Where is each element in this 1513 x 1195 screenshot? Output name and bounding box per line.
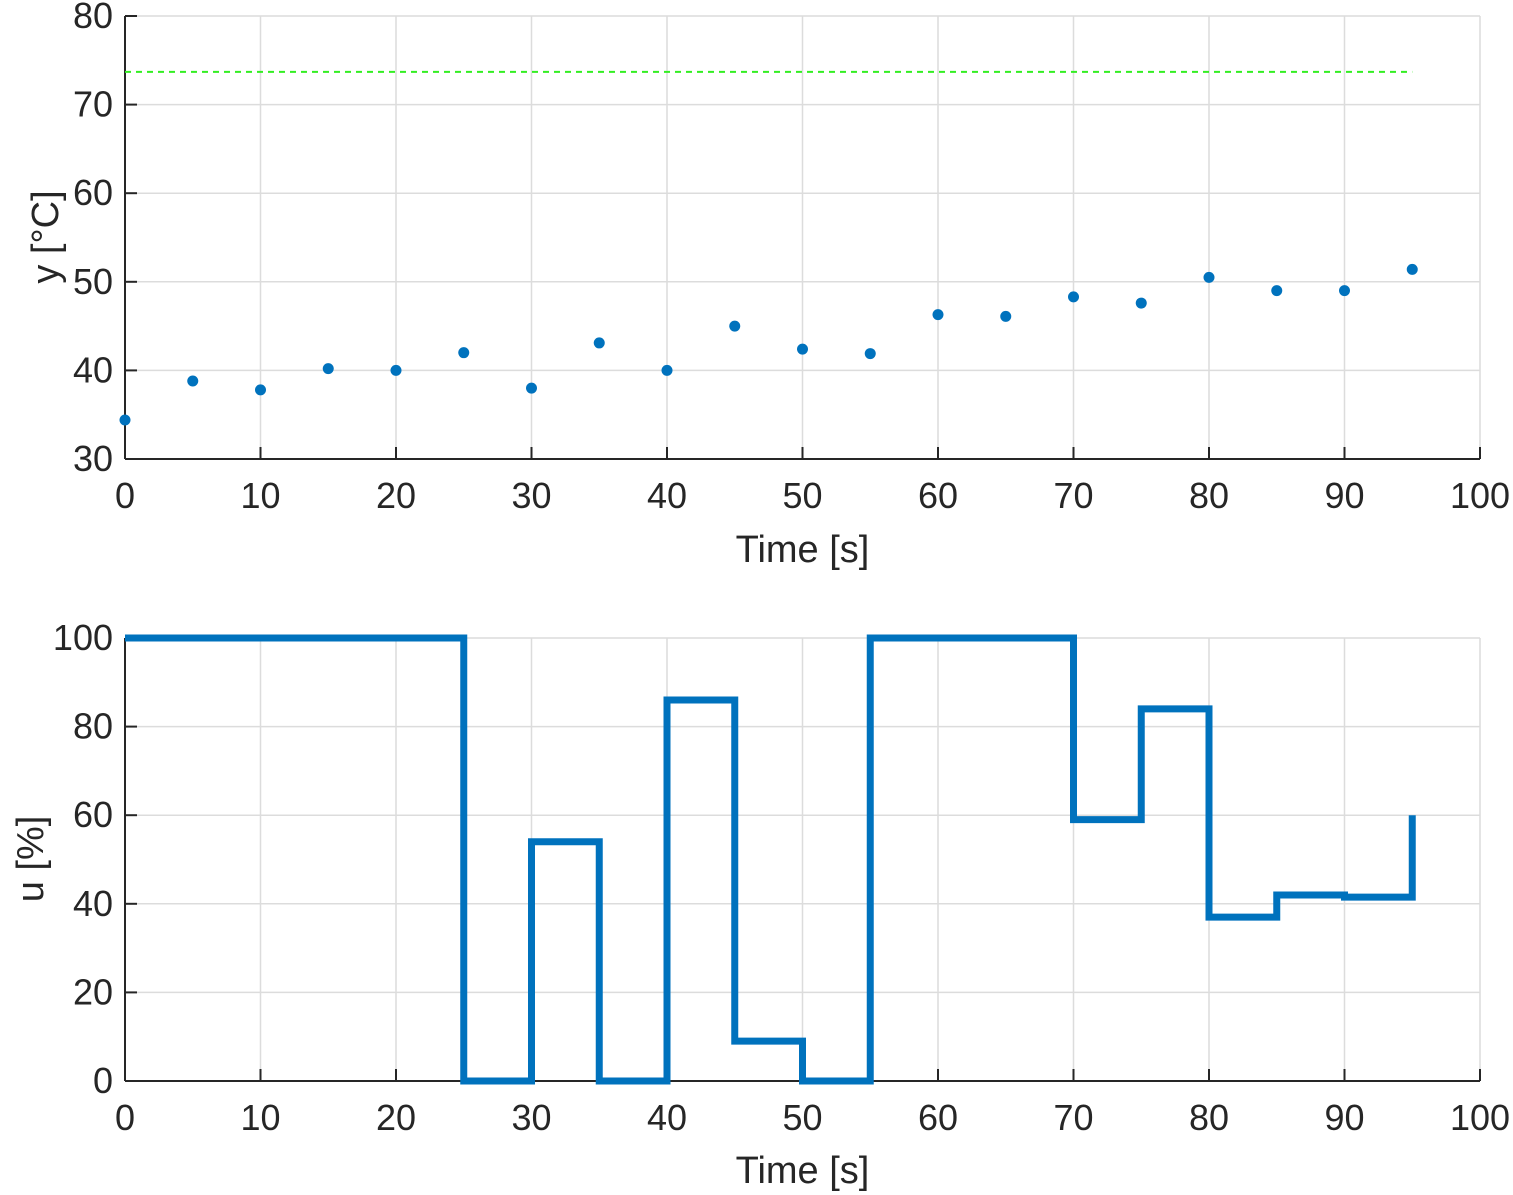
temperature-data-point: [1068, 291, 1079, 303]
top-y-tick-label: 40: [73, 349, 113, 390]
top-y-tick-label: 30: [73, 438, 113, 479]
bottom-x-tick-label: 0: [115, 1097, 135, 1138]
temperature-data-point: [187, 375, 199, 387]
temperature-data-point: [322, 363, 334, 375]
temperature-data-point: [119, 414, 131, 426]
temperature-data-point: [864, 348, 876, 360]
bottom-x-tick-label: 100: [1450, 1097, 1510, 1138]
top-x-tick-label: 80: [1189, 475, 1229, 516]
top-x-tick-label: 70: [1053, 475, 1093, 516]
top-x-tick-label: 30: [511, 475, 551, 516]
top-y-tick-label: 50: [73, 261, 113, 302]
temperature-data-point: [255, 384, 266, 396]
bottom-x-tick-label: 10: [240, 1097, 280, 1138]
top-x-tick-label: 90: [1324, 475, 1364, 516]
top-y-tick-label: 70: [73, 84, 113, 125]
temperature-data-point: [1203, 271, 1215, 283]
top-y-tick-label: 60: [73, 172, 113, 213]
control-signal-stairs-line: [125, 634, 1416, 1085]
bottom-x-tick-label: 30: [511, 1097, 551, 1138]
top-x-tick-label: 50: [782, 475, 822, 516]
temperature-data-point: [729, 320, 741, 332]
bottom-x-tick-label: 20: [376, 1097, 416, 1138]
bottom-x-tick-label: 80: [1189, 1097, 1229, 1138]
temperature-data-point: [1000, 310, 1012, 322]
bottom-x-tick-label: 50: [782, 1097, 822, 1138]
top-x-tick-label: 100: [1450, 475, 1510, 516]
control-signal-axes: 0 10 20 30 40 50 60 70 80 90 100 0 20 40 60 80 100 Time […: [10, 617, 1510, 1192]
bottom-x-tick-label: 90: [1324, 1097, 1364, 1138]
bottom-y-tick-label: 0: [93, 1060, 113, 1101]
top-x-tick-label: 20: [376, 475, 416, 516]
temperature-data-point: [593, 337, 605, 349]
temperature-axes: 0 10 20 30 40 50 60 70 80 90 100 30 40 50 60 70 80 Time […: [25, 0, 1510, 571]
temperature-data-point: [526, 382, 537, 394]
top-x-tick-label: 10: [240, 475, 280, 516]
bottom-y-tick-label: 60: [73, 794, 113, 835]
temperature-data-point: [932, 309, 944, 321]
temperature-data-point: [1406, 263, 1418, 275]
bottom-y-tick-label: 20: [73, 971, 113, 1012]
bottom-x-tick-label: 70: [1053, 1097, 1093, 1138]
temperature-data-point: [1271, 285, 1283, 297]
bottom-x-tick-label: 60: [918, 1097, 958, 1138]
top-x-tick-label: 40: [647, 475, 687, 516]
top-x-tick-label: 60: [918, 475, 958, 516]
temperature-data-point: [797, 343, 808, 355]
bottom-x-tick-label: 40: [647, 1097, 687, 1138]
top-x-tick-label: 0: [115, 475, 135, 516]
bottom-y-axis-label: u [%]: [10, 816, 52, 903]
bottom-y-tick-label: 100: [53, 617, 113, 658]
bottom-y-tick-label: 80: [73, 706, 113, 747]
top-y-tick-label: 80: [73, 0, 113, 36]
top-x-axis-label: Time [s]: [736, 529, 870, 571]
temperature-data-point: [1135, 297, 1147, 309]
temperature-data-point: [661, 364, 673, 376]
temperature-data-point: [1339, 285, 1350, 297]
top-y-axis-label: y [°C]: [25, 190, 67, 283]
bottom-x-axis-label: Time [s]: [736, 1150, 870, 1192]
temperature-data-point: [458, 347, 470, 359]
temperature-data-point: [390, 364, 402, 376]
bottom-y-tick-label: 40: [73, 883, 113, 924]
